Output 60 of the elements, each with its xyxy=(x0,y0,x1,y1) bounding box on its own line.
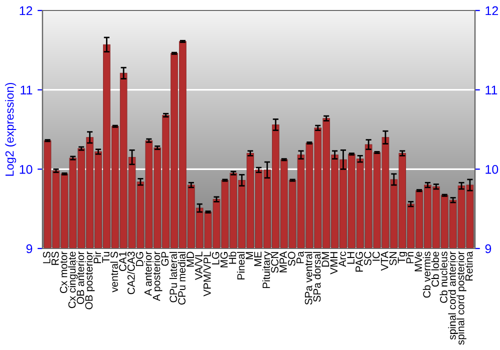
x-tick-label: VMH xyxy=(330,252,338,274)
x-tick-label: ME xyxy=(254,252,262,266)
x-tick-label: Cb lobe xyxy=(431,252,439,287)
y-axis-title: Log2 (expression) xyxy=(5,82,16,176)
x-tick-label: LS xyxy=(42,252,50,264)
y2-tick-label: 12 xyxy=(486,6,498,16)
x-tick-label: spinal cord posterior xyxy=(456,251,466,345)
x-tick-label: Tg xyxy=(398,252,408,264)
x-tick-label: CPu lateral xyxy=(169,252,178,302)
x-tick-label: VPM/VPL xyxy=(203,252,211,296)
x-tick-label: CA2/CA3 xyxy=(127,252,135,294)
x-tick-label: SN xyxy=(389,252,397,266)
x-tick-label: Pn xyxy=(406,252,414,264)
y-tick-label: 11 xyxy=(20,86,32,94)
x-tick-label: DM xyxy=(322,252,330,267)
x-tick-label: Cx motor xyxy=(60,251,68,293)
x-tick-label: LG xyxy=(212,252,220,264)
x-tick-label: Hb xyxy=(228,252,236,264)
x-tick-label: Tu xyxy=(102,252,110,263)
x-tick-label: CPu medial xyxy=(178,252,186,305)
x-tick-label: DG xyxy=(136,252,144,266)
y2-tick-label: 11 xyxy=(486,86,498,94)
x-tick-label: IC xyxy=(372,252,380,261)
x-tick-label: VA/VL xyxy=(194,252,202,280)
x-tick-label: MG xyxy=(220,252,228,268)
x-tick-label: SPa dorsal xyxy=(313,252,321,302)
x-tick-label: ventral S xyxy=(110,252,118,292)
x-tick-label: Arc xyxy=(338,252,346,267)
x-tick-label: Cb nucleus xyxy=(440,252,448,303)
x-tick-label: MD xyxy=(186,252,194,267)
x-tick-label: OB posterior xyxy=(84,251,95,310)
x-tick-label: OB anterior xyxy=(76,251,84,304)
x-tick-label: A anterior xyxy=(144,251,152,296)
x-tick-label: Pituitary xyxy=(262,251,272,288)
y-tick-label: 9 xyxy=(26,244,32,254)
x-tick-label: Pir xyxy=(93,251,101,264)
x-tick-label: GP xyxy=(161,252,169,266)
x-tick-label: LH xyxy=(347,252,354,264)
x-tick-label: MPA xyxy=(280,251,287,272)
x-tick-label: SCN xyxy=(271,252,278,273)
x-tick-label: MVe xyxy=(414,252,422,272)
x-tick-label: Retina xyxy=(465,251,473,281)
x-tick-label: PAG xyxy=(356,252,363,272)
x-tick-label: Pineal xyxy=(237,252,245,280)
x-tick-label: RS xyxy=(51,252,59,265)
x-tick-label: CA1 xyxy=(119,252,126,272)
x-tick-label: SC xyxy=(364,252,372,266)
x-tick-label: SO xyxy=(288,252,296,266)
x-tick-label: Pa xyxy=(296,251,304,264)
y2-tick-label: 10 xyxy=(486,164,498,174)
x-tick-label: Cb vermis xyxy=(422,252,430,298)
x-tick-label: A posterior xyxy=(152,251,162,302)
y-tick-label: 10 xyxy=(20,164,32,174)
y2-tick-label: 9 xyxy=(485,244,492,254)
x-tick-label: Cx cingulate xyxy=(68,252,78,308)
x-tick-label: M xyxy=(246,252,253,260)
x-tick-label: SPa ventral xyxy=(304,252,312,305)
x-tick-label: spinal cord anterior xyxy=(448,251,458,340)
x-tick-label: VTA xyxy=(380,251,388,271)
y-tick-label: 12 xyxy=(20,6,32,16)
